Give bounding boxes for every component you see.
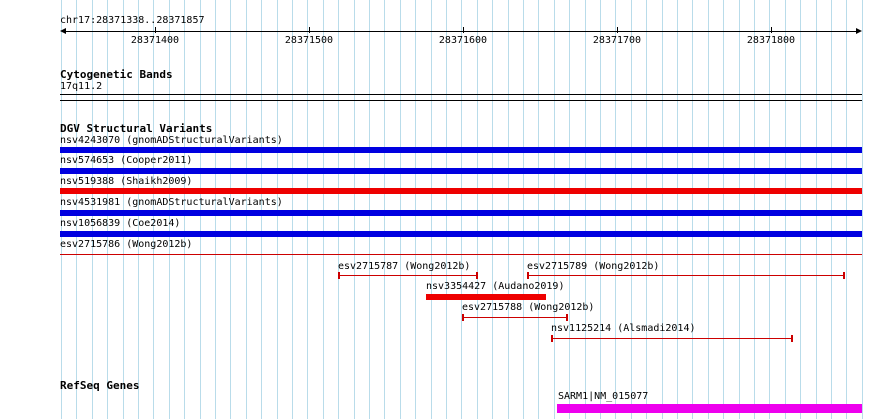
variant-feature-bar[interactable]: [60, 147, 862, 153]
variant-feature-line[interactable]: [552, 338, 792, 339]
gene-label: SARM1|NM_015077: [558, 391, 649, 402]
variant-label: nsv519388 (Shaikh2009): [60, 176, 193, 187]
variant-feature-endcap: [566, 314, 568, 321]
variant-label: esv2715786 (Wong2012b): [60, 239, 193, 250]
variant-label: nsv574653 (Cooper2011): [60, 155, 193, 166]
variant-label: esv2715789 (Wong2012b): [527, 261, 660, 272]
region-label: chr17:28371338..28371857: [60, 15, 205, 26]
variant-feature-endcap: [527, 272, 529, 279]
variant-feature-bar[interactable]: [426, 294, 546, 300]
variant-feature-bar[interactable]: [60, 210, 862, 216]
dgv-track-title[interactable]: DGV Structural Variants: [60, 122, 213, 135]
variant-label: nsv3354427 (Audano2019): [426, 281, 565, 292]
ruler-tick-label: 28371600: [438, 35, 488, 46]
cytoband-band-top[interactable]: [60, 94, 862, 95]
cytoband-track-title[interactable]: Cytogenetic Bands: [60, 68, 173, 81]
refseq-track-title[interactable]: RefSeq Genes: [60, 379, 140, 392]
variant-feature-endcap: [476, 272, 478, 279]
variant-feature-line[interactable]: [60, 254, 862, 255]
ruler-tick-label: 28371400: [130, 35, 180, 46]
variant-feature-endcap: [551, 335, 553, 342]
cytoband-label: 17q11.2: [60, 81, 103, 92]
variant-label: esv2715788 (Wong2012b): [462, 302, 595, 313]
variant-feature-bar[interactable]: [60, 188, 862, 194]
variant-feature-endcap: [462, 314, 464, 321]
ruler-tick: [771, 27, 772, 33]
ruler-tick-label: 28371800: [746, 35, 796, 46]
variant-label: nsv1056839 (Coe2014): [60, 218, 181, 229]
ruler-axis-line: [62, 31, 858, 32]
variant-feature-endcap: [791, 335, 793, 342]
variant-feature-bar[interactable]: [60, 168, 862, 174]
variant-label: nsv4531981 (gnomADStructuralVariants): [60, 197, 283, 208]
variant-feature-bar[interactable]: [60, 231, 862, 237]
variant-feature-line[interactable]: [339, 275, 477, 276]
ruler-tick: [463, 27, 464, 33]
variant-feature-endcap: [843, 272, 845, 279]
variant-feature-endcap: [338, 272, 340, 279]
ruler-tick-label: 28371700: [592, 35, 642, 46]
variant-label: nsv4243070 (gnomADStructuralVariants): [60, 135, 283, 146]
gene-feature-bar[interactable]: [557, 404, 862, 413]
variant-feature-line[interactable]: [528, 275, 844, 276]
ruler-left-arrow-icon[interactable]: [60, 28, 66, 34]
ruler-tick: [309, 27, 310, 33]
variant-feature-line[interactable]: [463, 317, 567, 318]
ruler-tick-label: 28371500: [284, 35, 334, 46]
variant-label: esv2715787 (Wong2012b): [338, 261, 471, 272]
variant-label: nsv1125214 (Alsmadi2014): [551, 323, 696, 334]
cytoband-band-bottom: [60, 100, 862, 101]
ruler-tick: [617, 27, 618, 33]
ruler-right-arrow-icon[interactable]: [856, 28, 862, 34]
ruler-tick: [155, 27, 156, 33]
